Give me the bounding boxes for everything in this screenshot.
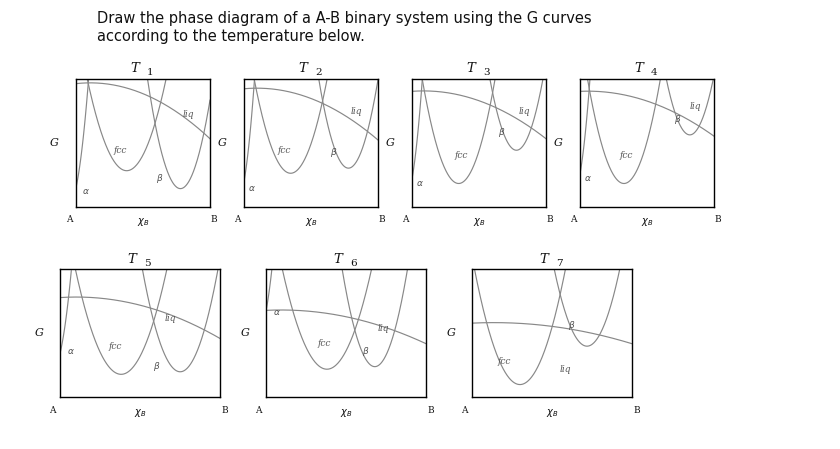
Text: 5: 5 [144, 259, 151, 268]
Text: B: B [211, 215, 218, 224]
Text: Draw the phase diagram of a A-B binary system using the G curves: Draw the phase diagram of a A-B binary s… [97, 11, 591, 26]
Text: fcc: fcc [318, 339, 331, 348]
Text: A: A [255, 405, 261, 415]
Text: B: B [222, 405, 228, 415]
Text: liq: liq [351, 107, 363, 116]
Text: liq: liq [165, 313, 176, 322]
Text: A: A [461, 405, 467, 415]
Text: 1: 1 [147, 68, 154, 77]
Text: 2: 2 [315, 68, 322, 77]
Text: 4: 4 [651, 68, 658, 77]
Text: A: A [402, 215, 408, 224]
Text: 6: 6 [350, 259, 357, 268]
Text: G: G [34, 328, 44, 339]
Text: $\alpha$: $\alpha$ [82, 187, 90, 196]
Text: T: T [333, 253, 342, 266]
Text: liq: liq [690, 102, 701, 111]
Text: A: A [50, 405, 55, 415]
Text: G: G [50, 137, 59, 148]
Text: $\alpha$: $\alpha$ [67, 347, 75, 356]
Text: fcc: fcc [108, 342, 122, 351]
Text: $\chi_B$: $\chi_B$ [137, 216, 149, 228]
Text: $\chi_B$: $\chi_B$ [340, 407, 352, 419]
Text: B: B [715, 215, 722, 224]
Text: 3: 3 [483, 68, 490, 77]
Text: $\beta$: $\beta$ [674, 113, 681, 126]
Text: B: B [547, 215, 554, 224]
Text: B: B [633, 405, 640, 415]
Text: $\beta$: $\beta$ [362, 345, 370, 358]
Text: liq: liq [183, 110, 195, 119]
Text: B: B [379, 215, 386, 224]
Text: fcc: fcc [113, 146, 127, 155]
Text: $\chi_B$: $\chi_B$ [546, 407, 558, 419]
Text: T: T [634, 62, 643, 75]
Text: $\beta$: $\beta$ [153, 360, 160, 373]
Text: $\chi_B$: $\chi_B$ [305, 216, 317, 228]
Text: A: A [66, 215, 72, 224]
Text: $\beta$: $\beta$ [156, 172, 164, 185]
Text: T: T [130, 62, 139, 75]
Text: fcc: fcc [497, 357, 511, 366]
Text: G: G [554, 137, 563, 148]
Text: liq: liq [378, 324, 390, 333]
Text: $\alpha$: $\alpha$ [248, 184, 255, 193]
Text: G: G [218, 137, 227, 148]
Text: B: B [428, 405, 434, 415]
Text: G: G [386, 137, 395, 148]
Text: according to the temperature below.: according to the temperature below. [97, 29, 365, 44]
Text: fcc: fcc [454, 151, 468, 160]
Text: G: G [240, 328, 249, 339]
Text: $\chi_B$: $\chi_B$ [641, 216, 653, 228]
Text: $\alpha$: $\alpha$ [273, 308, 281, 317]
Text: liq: liq [519, 107, 531, 116]
Text: liq: liq [559, 365, 571, 374]
Text: T: T [128, 253, 136, 266]
Text: $\beta$: $\beta$ [497, 126, 505, 139]
Text: $\beta$: $\beta$ [568, 319, 575, 332]
Text: A: A [570, 215, 576, 224]
Text: T: T [298, 62, 307, 75]
Text: fcc: fcc [620, 151, 633, 160]
Text: G: G [446, 328, 455, 339]
Text: $\alpha$: $\alpha$ [416, 179, 423, 188]
Text: $\chi_B$: $\chi_B$ [473, 216, 485, 228]
Text: fcc: fcc [277, 146, 291, 155]
Text: $\alpha$: $\alpha$ [584, 174, 591, 183]
Text: $\chi_B$: $\chi_B$ [134, 407, 146, 419]
Text: $\beta$: $\beta$ [329, 146, 337, 159]
Text: T: T [539, 253, 548, 266]
Text: A: A [234, 215, 240, 224]
Text: T: T [466, 62, 475, 75]
Text: 7: 7 [556, 259, 563, 268]
